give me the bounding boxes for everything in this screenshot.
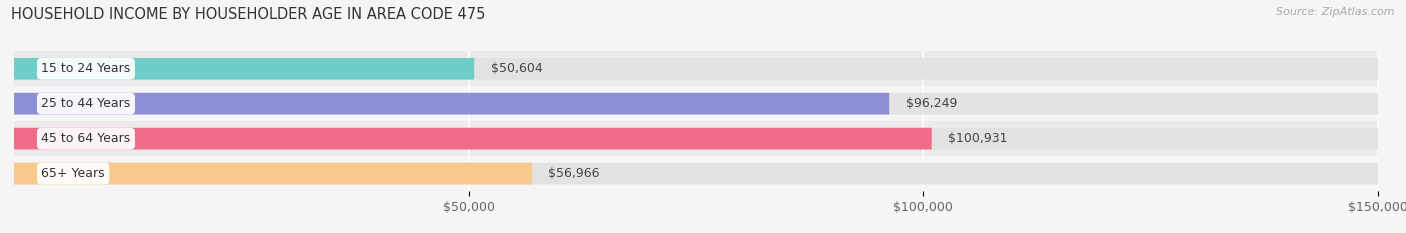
Text: 65+ Years: 65+ Years: [41, 167, 105, 180]
FancyBboxPatch shape: [14, 93, 889, 115]
Bar: [14, 121, 1378, 156]
FancyBboxPatch shape: [14, 58, 1378, 80]
FancyBboxPatch shape: [14, 163, 1378, 185]
FancyBboxPatch shape: [14, 163, 531, 185]
Bar: [14, 86, 1378, 121]
Bar: [14, 51, 1378, 86]
Bar: [14, 156, 1378, 191]
Text: Source: ZipAtlas.com: Source: ZipAtlas.com: [1277, 7, 1395, 17]
Text: 45 to 64 Years: 45 to 64 Years: [41, 132, 131, 145]
Text: 25 to 44 Years: 25 to 44 Years: [41, 97, 131, 110]
Text: HOUSEHOLD INCOME BY HOUSEHOLDER AGE IN AREA CODE 475: HOUSEHOLD INCOME BY HOUSEHOLDER AGE IN A…: [11, 7, 485, 22]
Text: $96,249: $96,249: [905, 97, 957, 110]
FancyBboxPatch shape: [14, 128, 932, 150]
FancyBboxPatch shape: [14, 58, 474, 80]
Text: 15 to 24 Years: 15 to 24 Years: [41, 62, 131, 75]
FancyBboxPatch shape: [14, 128, 1378, 150]
Text: $50,604: $50,604: [491, 62, 543, 75]
Text: $100,931: $100,931: [948, 132, 1008, 145]
Text: $56,966: $56,966: [548, 167, 600, 180]
FancyBboxPatch shape: [14, 93, 1378, 115]
